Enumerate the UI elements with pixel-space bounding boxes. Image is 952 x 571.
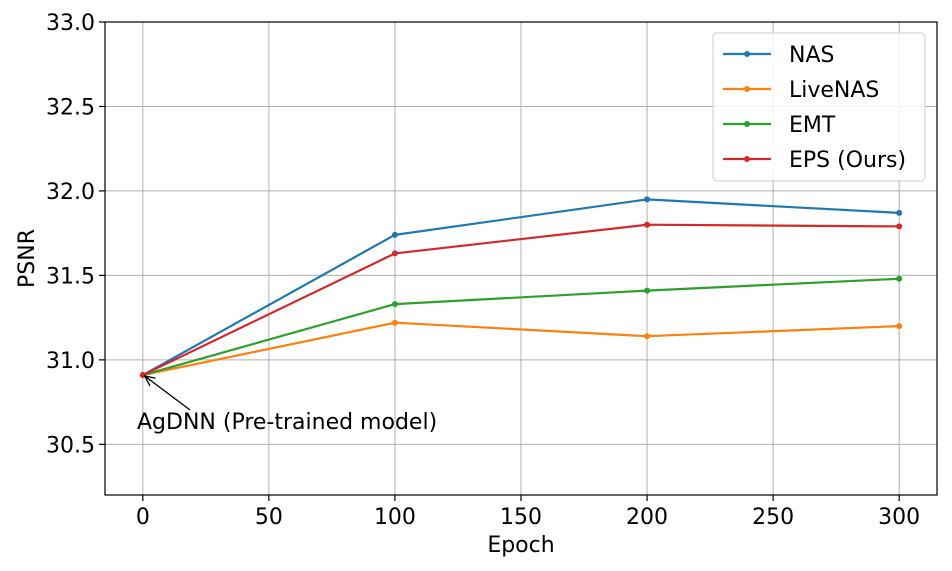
legend-label: LiveNAS	[789, 78, 879, 103]
series-line	[142, 223, 900, 377]
annotation-label: AgDNN (Pre-trained model)	[137, 410, 437, 435]
series-line	[142, 321, 900, 377]
x-tick-label: 250	[752, 505, 794, 530]
data-point	[644, 196, 651, 203]
legend-swatch-marker	[744, 121, 750, 127]
legend-box	[712, 32, 926, 182]
data-point	[139, 372, 146, 379]
y-tick-label: 32.5	[46, 95, 95, 120]
legend: NAS LiveNAS EMT EPS (Ours)	[712, 32, 926, 182]
annotation-arrow	[144, 375, 191, 411]
data-point	[896, 223, 903, 230]
x-tick-label: 100	[374, 505, 416, 530]
annotation-arrow-head	[143, 375, 156, 387]
annotation: AgDNN (Pre-trained model)	[137, 375, 437, 435]
legend-label: EMT	[789, 113, 836, 138]
legend-label: NAS	[789, 43, 834, 68]
x-tick-label: 200	[626, 505, 668, 530]
y-tick-label: 30.5	[46, 433, 95, 458]
y-axis-title: PSNR	[15, 229, 40, 288]
y-tick-label: 32.0	[46, 180, 95, 205]
legend-entry: LiveNAS	[723, 78, 879, 103]
data-point	[896, 209, 903, 216]
data-point	[391, 250, 398, 257]
data-point	[391, 231, 398, 238]
series-layer	[139, 196, 903, 379]
x-axis-title: Epoch	[487, 533, 554, 558]
y-tick-label: 31.5	[46, 264, 95, 289]
tick-layer: 0 50 100 150 200 250 300 30.5 31.0 31.5 32.0 32.5 33…	[46, 11, 920, 530]
data-point	[391, 319, 398, 326]
legend-swatch-marker	[744, 51, 750, 57]
y-tick-label: 33.0	[46, 11, 95, 36]
series-line	[142, 277, 900, 377]
legend-entry: EMT	[723, 113, 836, 138]
x-tick-label: 150	[500, 505, 542, 530]
y-tick-label: 31.0	[46, 349, 95, 374]
x-tick-label: 300	[878, 505, 920, 530]
data-point	[644, 333, 651, 340]
legend-swatch-marker	[744, 86, 750, 92]
x-tick-label: 50	[255, 505, 283, 530]
x-tick-label: 0	[136, 505, 150, 530]
series-line	[142, 198, 900, 377]
legend-entry: NAS	[723, 43, 834, 68]
data-point	[896, 275, 903, 282]
data-point	[644, 221, 651, 228]
legend-swatch-marker	[744, 156, 750, 162]
data-point	[896, 323, 903, 330]
data-point	[391, 301, 398, 308]
data-point	[644, 287, 651, 294]
legend-label: EPS (Ours)	[789, 148, 906, 173]
series-eps-ours	[139, 221, 903, 379]
legend-entry: EPS (Ours)	[723, 148, 906, 173]
